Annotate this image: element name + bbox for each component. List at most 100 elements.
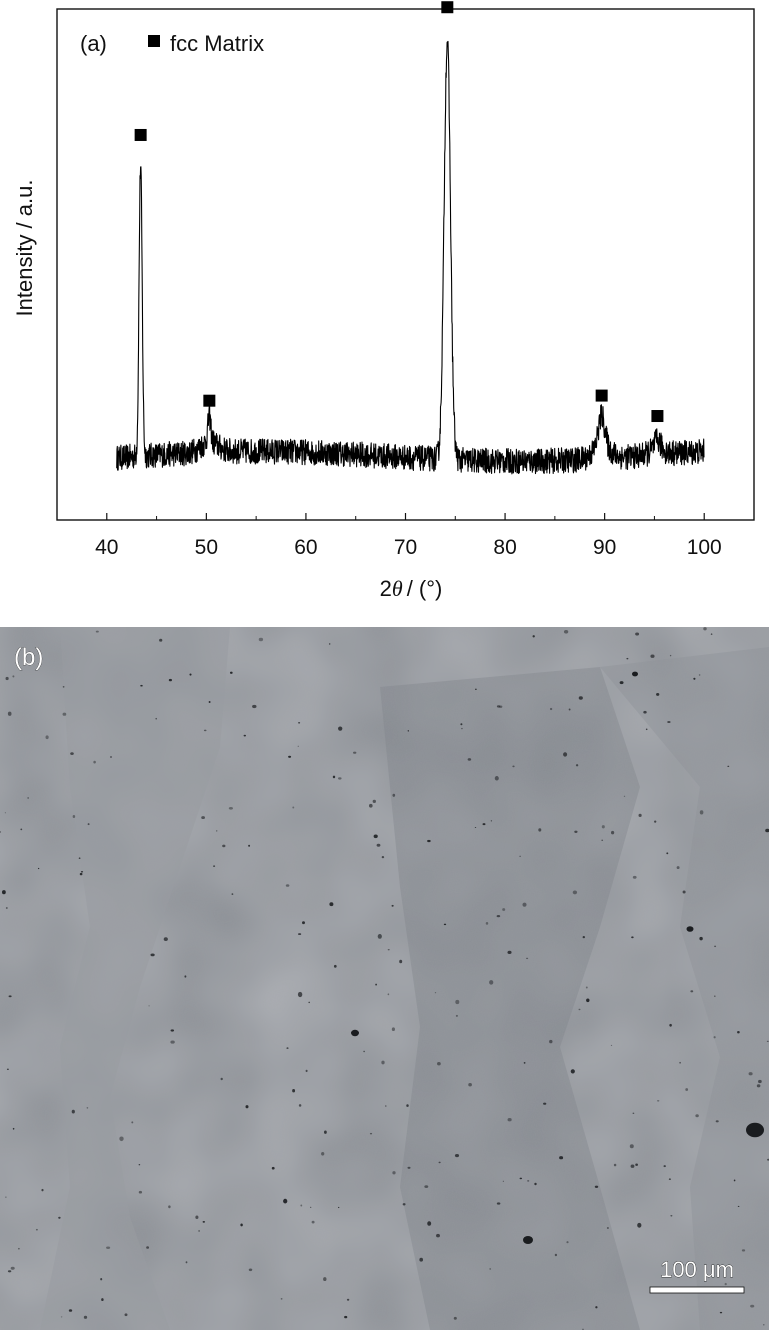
pore bbox=[679, 1061, 681, 1064]
pore bbox=[148, 1005, 150, 1007]
pore bbox=[635, 1163, 638, 1166]
pore bbox=[68, 1309, 73, 1312]
pore bbox=[443, 923, 447, 926]
pore bbox=[344, 1315, 348, 1319]
pore bbox=[601, 839, 604, 842]
pore bbox=[298, 933, 302, 936]
pore bbox=[243, 734, 246, 737]
pore bbox=[748, 1072, 753, 1076]
peak-marker-89.7 bbox=[595, 389, 608, 402]
pore bbox=[475, 688, 477, 690]
pore bbox=[527, 1180, 530, 1182]
pore bbox=[719, 1311, 723, 1314]
pore bbox=[623, 795, 626, 797]
pore bbox=[240, 1223, 243, 1227]
pore bbox=[538, 828, 542, 832]
pore bbox=[300, 1204, 303, 1207]
pore bbox=[333, 964, 337, 968]
pore bbox=[338, 1206, 340, 1209]
pore bbox=[78, 857, 81, 859]
pore bbox=[168, 678, 172, 682]
pore bbox=[482, 823, 486, 826]
pore bbox=[507, 1118, 512, 1122]
pore bbox=[695, 1114, 699, 1118]
pore bbox=[329, 902, 334, 907]
pore bbox=[229, 671, 233, 674]
pore bbox=[474, 826, 477, 829]
pore bbox=[650, 654, 655, 658]
pore bbox=[566, 1241, 569, 1244]
pore bbox=[490, 820, 493, 822]
micrograph-pores bbox=[0, 627, 769, 1330]
pore bbox=[407, 730, 409, 732]
pore bbox=[575, 764, 579, 767]
pore bbox=[737, 1205, 740, 1207]
pore bbox=[468, 1083, 472, 1087]
pore bbox=[170, 1029, 175, 1032]
pore bbox=[532, 635, 535, 638]
pore bbox=[741, 1249, 746, 1252]
pore bbox=[512, 765, 515, 768]
pore bbox=[698, 674, 701, 676]
pore bbox=[682, 890, 686, 894]
x-axis-ticks bbox=[56, 513, 755, 520]
pore bbox=[419, 1257, 424, 1262]
pore bbox=[630, 1164, 635, 1168]
pore bbox=[6, 1068, 9, 1070]
pore bbox=[391, 904, 394, 907]
pore bbox=[5, 907, 8, 909]
pore bbox=[377, 934, 382, 939]
pore bbox=[578, 696, 583, 700]
pore bbox=[724, 1282, 727, 1286]
pore bbox=[563, 630, 569, 634]
pore bbox=[292, 806, 295, 809]
pore bbox=[131, 1121, 134, 1124]
pore bbox=[635, 632, 640, 636]
pore bbox=[41, 1188, 44, 1192]
pore bbox=[407, 1166, 411, 1169]
pore bbox=[385, 1105, 387, 1107]
pore bbox=[690, 990, 694, 993]
scale-bar bbox=[649, 1286, 745, 1294]
pore bbox=[4, 812, 7, 814]
sem-micrograph: (b) 100 μm bbox=[0, 627, 769, 1330]
pore bbox=[434, 992, 437, 994]
pore bbox=[189, 673, 192, 676]
pore bbox=[714, 995, 716, 997]
pore bbox=[146, 1246, 150, 1249]
pore bbox=[455, 999, 460, 1005]
pore bbox=[619, 681, 624, 685]
pore bbox=[654, 820, 657, 823]
pore bbox=[18, 1247, 20, 1250]
pore bbox=[231, 893, 234, 895]
pore bbox=[668, 1178, 671, 1180]
pore bbox=[213, 865, 216, 867]
pore bbox=[184, 975, 187, 978]
pore bbox=[95, 630, 99, 633]
peak-marker-95.3 bbox=[651, 410, 664, 423]
pore bbox=[489, 980, 494, 985]
pore bbox=[124, 1313, 128, 1317]
pore bbox=[606, 1227, 609, 1229]
pore bbox=[215, 830, 218, 832]
pore bbox=[613, 1163, 617, 1167]
pore bbox=[663, 1165, 666, 1168]
pore bbox=[271, 1166, 275, 1170]
pore bbox=[308, 1001, 311, 1004]
pore bbox=[669, 1023, 672, 1027]
pore bbox=[168, 1205, 171, 1209]
pore bbox=[549, 1039, 553, 1044]
pore bbox=[372, 799, 376, 804]
pore bbox=[203, 729, 207, 732]
pore bbox=[676, 866, 680, 870]
pore bbox=[586, 998, 590, 1003]
pore bbox=[70, 752, 74, 755]
pore bbox=[8, 995, 12, 998]
y-axis-title: Intensity / a.u. bbox=[12, 180, 37, 317]
pore bbox=[424, 1185, 429, 1188]
pore bbox=[310, 1206, 312, 1209]
pore bbox=[638, 813, 642, 817]
pore bbox=[670, 1215, 673, 1217]
x-tick-label-90: 90 bbox=[593, 536, 616, 559]
pore bbox=[35, 1228, 38, 1231]
